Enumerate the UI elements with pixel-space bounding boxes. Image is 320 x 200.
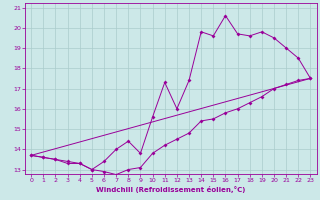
X-axis label: Windchill (Refroidissement éolien,°C): Windchill (Refroidissement éolien,°C)	[96, 186, 245, 193]
